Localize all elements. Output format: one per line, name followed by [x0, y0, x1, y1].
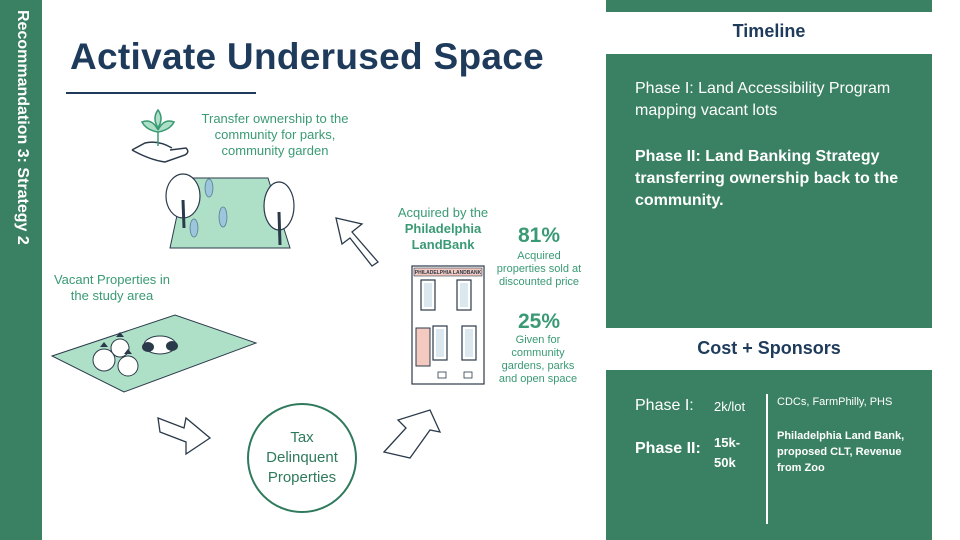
vacant-lot-icon [50, 314, 258, 393]
stat-value: 81% [517, 224, 561, 247]
title-underline [66, 92, 256, 94]
stat-caption: Given for community gardens, parks and o… [498, 334, 578, 385]
acquired-prefix: Acquired by the [397, 205, 489, 220]
cycle-arrow-icon [382, 409, 442, 459]
building-sign: PHILADELPHIA LANDBANK [415, 270, 482, 276]
cost-phase2-amount: 15k-50k [714, 435, 741, 470]
page-title: Activate Underused Space [70, 36, 544, 77]
timeline-phase1: Phase I: Land Accessibility Program mapp… [635, 80, 891, 119]
acquired-caption: Acquired by the Philadelphia LandBank [386, 205, 500, 253]
park-plot-icon [165, 173, 295, 249]
tax-delinquent-circle: Tax Delinquent Properties [247, 403, 357, 513]
hand-plant-icon [131, 108, 189, 163]
cycle-arrow-icon [335, 217, 379, 267]
sidebar-bar [0, 0, 42, 540]
cost-heading: Cost + Sponsors [697, 338, 841, 358]
transfer-caption: Transfer ownership to the community for … [201, 111, 349, 158]
cycle-arrow-icon [157, 416, 212, 456]
cost-phase2-label: Phase II: [635, 440, 701, 457]
landbank-building-icon: PHILADELPHIA LANDBANK [411, 265, 485, 385]
tax-delinquent-label: Tax Delinquent Properties [266, 429, 338, 486]
cycle-illustration: PHILADELPHIA LANDBANK [50, 108, 485, 459]
cost-phase1-label: Phase I: [635, 397, 694, 414]
vacant-caption: Vacant Properties in the study area [53, 272, 171, 303]
stat-caption: Acquired properties sold at discounted p… [496, 250, 582, 288]
timeline-box: Phase I: Land Accessibility Program mapp… [606, 54, 932, 328]
top-strip [606, 0, 932, 12]
timeline-heading: Timeline [732, 21, 806, 41]
stat-value: 25% [517, 310, 561, 333]
cost-divider [766, 394, 768, 524]
cost-phase2-sponsors: Philadelphia Land Bank, proposed CLT, Re… [777, 430, 905, 474]
acquired-landbank: Philadelphia LandBank [404, 221, 482, 252]
cost-phase1-amount: 2k/lot [714, 399, 746, 414]
timeline-phase2: Phase II: Land Banking Strategy transfer… [635, 148, 899, 209]
cost-phase1-sponsors: CDCs, FarmPhilly, PHS [777, 396, 893, 408]
cost-box: Phase I: 2k/lot Phase II: 15k-50k CDCs, … [606, 370, 932, 540]
